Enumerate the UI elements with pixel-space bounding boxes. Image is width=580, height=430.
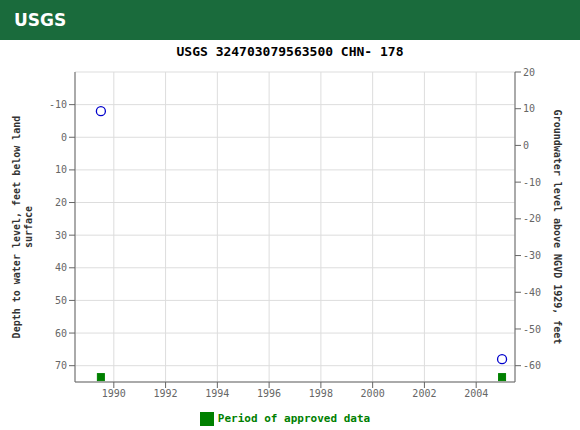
svg-text:10: 10 bbox=[55, 164, 67, 175]
html-text:Period of approved data: Period of approved data bbox=[217, 412, 371, 425]
svg-text:-40: -40 bbox=[523, 287, 541, 298]
svg-text:1996: 1996 bbox=[257, 388, 281, 399]
svg-text:-50: -50 bbox=[523, 324, 541, 335]
svg-text:-10: -10 bbox=[523, 177, 541, 188]
svg-text:20: 20 bbox=[55, 197, 67, 208]
svg-text:-20: -20 bbox=[523, 213, 541, 224]
svg-text:2002: 2002 bbox=[412, 388, 436, 399]
svg-text:40: 40 bbox=[55, 262, 67, 273]
svg-text:0: 0 bbox=[523, 140, 529, 151]
svg-text:-10: -10 bbox=[49, 99, 67, 110]
svg-text:2004: 2004 bbox=[464, 388, 488, 399]
svg-text:0: 0 bbox=[61, 132, 67, 143]
svg-text:20: 20 bbox=[523, 67, 535, 78]
svg-text:30: 30 bbox=[55, 230, 67, 241]
svg-text:Depth to water level, feet bel: Depth to water level, feet below landsur… bbox=[11, 116, 34, 339]
svg-text:1990: 1990 bbox=[102, 388, 126, 399]
svg-text:1994: 1994 bbox=[205, 388, 229, 399]
svg-text:1992: 1992 bbox=[154, 388, 178, 399]
svg-text:2000: 2000 bbox=[361, 388, 385, 399]
svg-text:50: 50 bbox=[55, 295, 67, 306]
html-text:USGS 324703079563500 CHN- 178: USGS 324703079563500 CHN- 178 bbox=[176, 44, 404, 59]
svg-text:60: 60 bbox=[55, 328, 67, 339]
svg-text:-30: -30 bbox=[523, 250, 541, 261]
svg-text:-60: -60 bbox=[523, 360, 541, 371]
html-text:USGS: USGS bbox=[14, 10, 67, 30]
svg-text:70: 70 bbox=[55, 360, 67, 371]
svg-text:10: 10 bbox=[523, 103, 535, 114]
svg-text:Groundwater level above NGVD 1: Groundwater level above NGVD 1929, feet bbox=[552, 110, 563, 345]
svg-text:1998: 1998 bbox=[309, 388, 333, 399]
